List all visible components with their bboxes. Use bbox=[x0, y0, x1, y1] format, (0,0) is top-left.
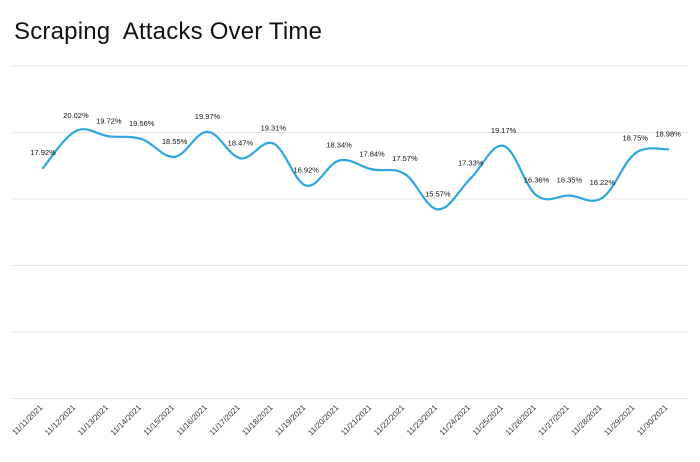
chart-title: Scraping Attacks Over Time bbox=[14, 18, 323, 45]
x-tick-label: 11/27/2021 bbox=[537, 403, 572, 438]
data-label: 18.47% bbox=[228, 138, 254, 147]
data-point bbox=[370, 168, 374, 171]
x-tick-label: 11/16/2021 bbox=[175, 403, 210, 438]
x-tick-label: 11/30/2021 bbox=[635, 403, 670, 438]
data-label: 16.22% bbox=[590, 178, 616, 187]
data-point bbox=[502, 144, 505, 148]
x-tick-label: 11/18/2021 bbox=[240, 403, 275, 438]
x-tick-label: 11/23/2021 bbox=[405, 403, 440, 438]
data-label: 16.35% bbox=[557, 176, 583, 185]
x-tick-label: 11/19/2021 bbox=[273, 403, 308, 438]
data-point bbox=[469, 177, 472, 180]
x-tick-label: 11/25/2021 bbox=[471, 403, 506, 438]
x-tick-label: 11/26/2021 bbox=[504, 403, 539, 438]
data-point bbox=[568, 194, 571, 197]
data-point bbox=[634, 152, 637, 155]
data-label: 19.72% bbox=[96, 116, 122, 125]
data-point bbox=[173, 155, 176, 159]
x-tick-label: 11/24/2021 bbox=[438, 403, 473, 438]
data-label: 18.34% bbox=[326, 141, 352, 150]
data-label: 17.57% bbox=[392, 154, 418, 163]
data-label: 16.92% bbox=[293, 166, 319, 175]
x-tick-label: 11/11/2021 bbox=[11, 403, 45, 437]
x-tick-label: 11/29/2021 bbox=[602, 403, 637, 438]
line-layer bbox=[41, 128, 670, 211]
x-tick-label: 11/21/2021 bbox=[339, 403, 374, 438]
data-point bbox=[403, 172, 407, 176]
x-tick-label: 11/13/2021 bbox=[76, 403, 111, 438]
data-label: 19.31% bbox=[261, 123, 287, 132]
data-point bbox=[239, 157, 242, 160]
data-point bbox=[206, 130, 209, 134]
x-tick-label: 11/17/2021 bbox=[208, 403, 243, 438]
data-point bbox=[74, 129, 78, 133]
data-label: 18.55% bbox=[162, 137, 188, 146]
data-point bbox=[140, 137, 143, 141]
data-point bbox=[337, 159, 341, 162]
data-label: 17.92% bbox=[30, 148, 56, 157]
data-point bbox=[535, 194, 538, 197]
data-point bbox=[272, 142, 275, 145]
data-label: 17.84% bbox=[359, 149, 385, 158]
x-tick-label: 11/12/2021 bbox=[43, 403, 78, 438]
x-tick-label: 11/20/2021 bbox=[306, 403, 341, 438]
data-label: 17.33% bbox=[458, 158, 484, 167]
series-line bbox=[41, 128, 670, 211]
grid-layer bbox=[12, 65, 688, 399]
x-tick-label: 11/15/2021 bbox=[142, 403, 177, 438]
data-label-layer: 17.92% 20.02% 19.72% 19.56% 18.55% 19.97% 18.4… bbox=[30, 111, 681, 198]
x-tick-label: 11/22/2021 bbox=[372, 403, 407, 438]
data-point bbox=[601, 196, 604, 200]
x-tick-label: 11/28/2021 bbox=[569, 403, 604, 438]
data-label: 18.75% bbox=[622, 133, 648, 142]
x-tick-layer: 11/11/202111/12/202111/13/202111/14/2021… bbox=[11, 403, 670, 438]
data-point bbox=[436, 208, 439, 211]
data-point bbox=[41, 166, 45, 170]
x-tick-label: 11/14/2021 bbox=[109, 403, 144, 438]
data-label: 18.98% bbox=[655, 129, 681, 138]
data-label: 20.02% bbox=[63, 111, 89, 120]
data-label: 19.17% bbox=[491, 126, 517, 135]
data-point bbox=[666, 148, 670, 151]
data-point bbox=[107, 135, 111, 138]
data-label: 16.36% bbox=[524, 175, 550, 184]
data-label: 15.57% bbox=[425, 189, 451, 198]
data-label: 19.97% bbox=[195, 112, 221, 121]
data-point bbox=[305, 184, 308, 187]
data-label: 19.56% bbox=[129, 119, 155, 128]
